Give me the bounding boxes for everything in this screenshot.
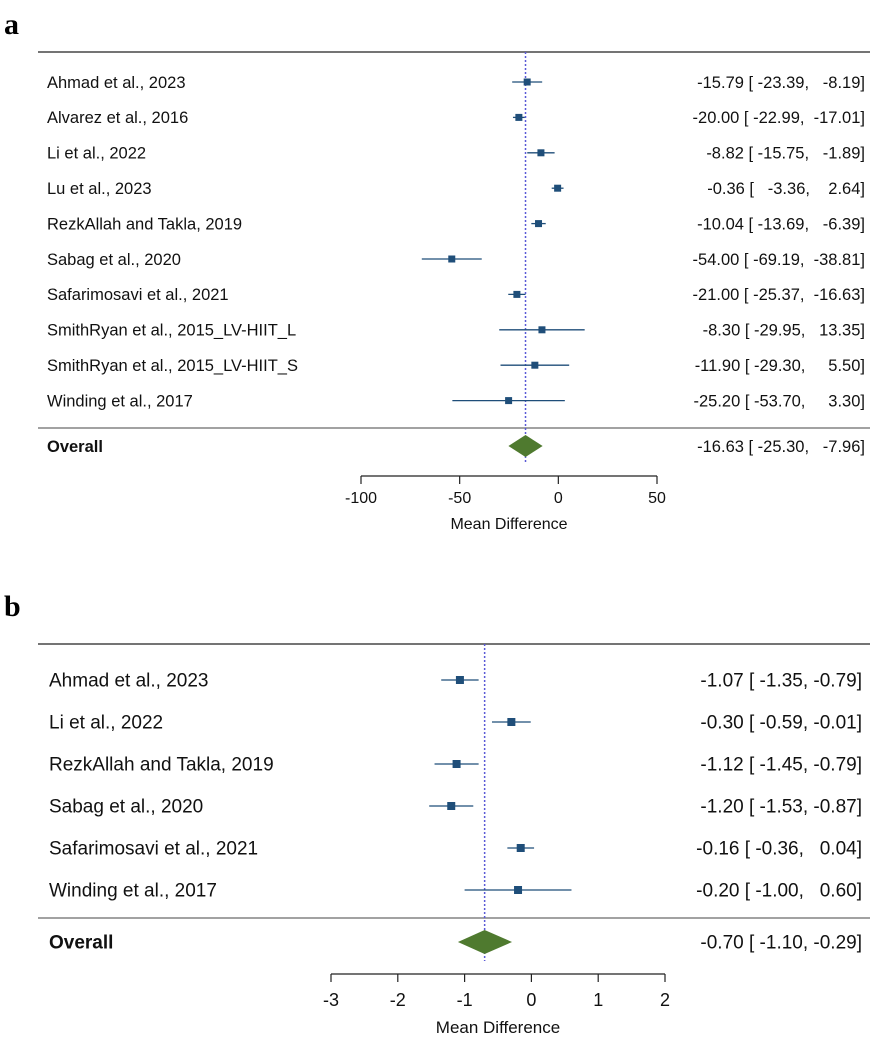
study-row: Sabag et al., 2020 -54.00 [ -69.19, -38.8… — [47, 251, 865, 269]
x-tick-label: 1 — [593, 990, 603, 1010]
effect-estimate-ci: -0.30 [ -0.59, -0.01] — [700, 713, 862, 734]
effect-marker — [455, 676, 464, 684]
x-axis: -3 -2 -1 0 1 2 Mean Difference — [323, 973, 670, 1037]
effect-marker — [513, 290, 521, 298]
effect-marker — [514, 886, 523, 894]
overall-estimate-ci: -0.70 [ -1.10, -0.29] — [700, 933, 862, 954]
study-row: Ahmad et al., 2023 -1.07 [ -1.35, -0.79] — [49, 671, 862, 692]
study-row: RezkAllah and Takla, 2019 -10.04 [ -13.69… — [47, 215, 865, 233]
effect-marker — [535, 220, 543, 228]
effect-estimate-ci: -10.04 [ -13.69, -6.39] — [697, 215, 865, 233]
effect-estimate-ci: -1.07 [ -1.35, -0.79] — [700, 671, 862, 692]
effect-estimate-ci: -8.82 [ -15.75, -1.89] — [706, 145, 865, 163]
effect-estimate-ci: -0.36 [ -3.36, 2.64] — [707, 180, 865, 198]
study-row: Li et al., 2022 -0.30 [ -0.59, -0.01] — [49, 713, 862, 734]
x-tick-label: 0 — [526, 990, 536, 1010]
study-row: Lu et al., 2023 -0.36 [ -3.36, 2.64] — [47, 180, 865, 198]
effect-marker — [507, 718, 516, 726]
effect-marker — [515, 113, 523, 121]
x-axis-label: Mean Difference — [450, 516, 567, 533]
overall-diamond — [508, 435, 543, 457]
study-row: Winding et al., 2017 -25.20 [ -53.70, 3.3… — [47, 392, 865, 410]
study-name: Li et al., 2022 — [49, 713, 163, 734]
effect-estimate-ci: -54.00 [ -69.19, -38.81] — [693, 251, 865, 269]
study-row: Safarimosavi et al., 2021 -0.16 [ -0.36, … — [49, 839, 862, 860]
forest-plot-b: Ahmad et al., 2023 -1.07 [ -1.35, -0.79] L… — [38, 643, 870, 1037]
study-row: Sabag et al., 2020 -1.20 [ -1.53, -0.87] — [49, 797, 862, 818]
x-tick-label: 0 — [554, 490, 563, 507]
panel-label-a: a — [4, 8, 19, 41]
effect-marker — [537, 149, 545, 157]
study-name: Lu et al., 2023 — [47, 180, 152, 198]
x-axis-label: Mean Difference — [436, 1018, 560, 1037]
study-row: Ahmad et al., 2023 -15.79 [ -23.39, -8.19… — [47, 74, 865, 92]
x-tick-label: -2 — [390, 990, 406, 1010]
effect-marker — [554, 184, 562, 192]
effect-estimate-ci: -11.90 [ -29.30, 5.50] — [695, 357, 865, 375]
effect-marker — [538, 326, 546, 334]
x-tick-label: 2 — [660, 990, 670, 1010]
overall-label: Overall — [49, 933, 113, 954]
effect-estimate-ci: -25.20 [ -53.70, 3.30] — [693, 392, 865, 410]
study-name: RezkAllah and Takla, 2019 — [47, 215, 242, 233]
study-name: Ahmad et al., 2023 — [49, 671, 209, 692]
effect-estimate-ci: -0.16 [ -0.36, 0.04] — [696, 839, 862, 860]
study-row: Alvarez et al., 2016 -20.00 [ -22.99, -17… — [47, 109, 865, 127]
study-name: Alvarez et al., 2016 — [47, 109, 188, 127]
effect-estimate-ci: -20.00 [ -22.99, -17.01] — [693, 109, 865, 127]
study-name: Sabag et al., 2020 — [49, 797, 203, 818]
effect-estimate-ci: -1.12 [ -1.45, -0.79] — [700, 755, 862, 776]
study-row: RezkAllah and Takla, 2019 -1.12 [ -1.45, … — [49, 755, 862, 776]
x-tick-label: -100 — [345, 490, 377, 507]
overall-diamond — [457, 930, 513, 954]
effect-estimate-ci: -8.30 [ -29.95, 13.35] — [703, 322, 865, 340]
forest-plot-a: Ahmad et al., 2023 -15.79 [ -23.39, -8.19… — [38, 51, 870, 533]
study-row: Li et al., 2022 -8.82 [ -15.75, -1.89] — [47, 145, 865, 163]
effect-estimate-ci: -21.00 [ -25.37, -16.63] — [693, 286, 865, 304]
study-name: SmithRyan et al., 2015_LV-HIIT_L — [47, 322, 296, 340]
study-row: SmithRyan et al., 2015_LV-HIIT_L -8.30 [ … — [47, 322, 865, 340]
study-row: SmithRyan et al., 2015_LV-HIIT_S -11.90 [… — [47, 357, 865, 375]
study-name: SmithRyan et al., 2015_LV-HIIT_S — [47, 357, 298, 375]
study-name: Sabag et al., 2020 — [47, 251, 181, 269]
study-row: Safarimosavi et al., 2021 -21.00 [ -25.37… — [47, 286, 865, 304]
study-row: Winding et al., 2017 -0.20 [ -1.00, 0.60] — [49, 881, 862, 902]
effect-marker — [452, 760, 461, 768]
x-tick-label: 50 — [648, 490, 666, 507]
study-name: Li et al., 2022 — [47, 145, 146, 163]
study-name: RezkAllah and Takla, 2019 — [49, 755, 274, 776]
overall-row: Overall -16.63 [ -25.30, -7.96] — [47, 435, 865, 457]
study-name: Winding et al., 2017 — [47, 392, 193, 410]
study-name: Safarimosavi et al., 2021 — [49, 839, 258, 860]
effect-estimate-ci: -1.20 [ -1.53, -0.87] — [700, 797, 862, 818]
overall-label: Overall — [47, 438, 103, 456]
effect-estimate-ci: -0.20 [ -1.00, 0.60] — [696, 881, 862, 902]
study-name: Safarimosavi et al., 2021 — [47, 286, 229, 304]
effect-marker — [531, 361, 539, 369]
panel-label-b: b — [4, 590, 21, 623]
overall-row: Overall -0.70 [ -1.10, -0.29] — [49, 930, 862, 954]
x-tick-label: -1 — [457, 990, 473, 1010]
overall-estimate-ci: -16.63 [ -25.30, -7.96] — [697, 438, 865, 456]
study-name: Ahmad et al., 2023 — [47, 74, 186, 92]
study-name: Winding et al., 2017 — [49, 881, 217, 902]
effect-marker — [505, 397, 513, 405]
effect-marker — [448, 255, 456, 263]
effect-estimate-ci: -15.79 [ -23.39, -8.19] — [697, 74, 865, 92]
effect-marker — [447, 802, 456, 810]
x-tick-label: -50 — [448, 490, 471, 507]
effect-marker — [516, 844, 525, 852]
effect-marker — [523, 78, 531, 86]
x-axis: -100 -50 0 50 Mean Difference — [345, 475, 666, 533]
x-tick-label: -3 — [323, 990, 339, 1010]
